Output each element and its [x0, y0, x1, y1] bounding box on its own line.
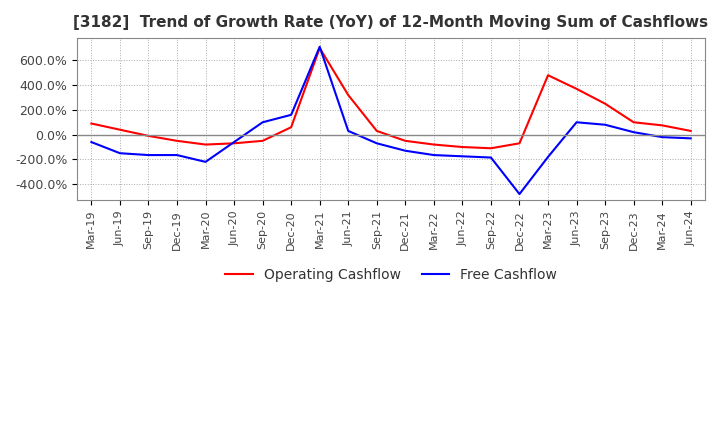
Free Cashflow: [487, 155, 495, 160]
Operating Cashflow: [87, 121, 96, 126]
Operating Cashflow: [344, 92, 353, 98]
Free Cashflow: [230, 139, 238, 145]
Line: Free Cashflow: Free Cashflow: [91, 47, 690, 194]
Free Cashflow: [287, 112, 295, 117]
Free Cashflow: [173, 152, 181, 158]
Free Cashflow: [572, 120, 581, 125]
Free Cashflow: [430, 152, 438, 158]
Operating Cashflow: [401, 138, 410, 143]
Legend: Operating Cashflow, Free Cashflow: Operating Cashflow, Free Cashflow: [220, 262, 563, 287]
Free Cashflow: [315, 44, 324, 49]
Free Cashflow: [116, 150, 125, 156]
Operating Cashflow: [658, 123, 667, 128]
Operating Cashflow: [116, 127, 125, 132]
Free Cashflow: [372, 141, 381, 146]
Free Cashflow: [144, 152, 153, 158]
Operating Cashflow: [430, 142, 438, 147]
Operating Cashflow: [516, 141, 524, 146]
Free Cashflow: [658, 135, 667, 140]
Operating Cashflow: [287, 125, 295, 130]
Free Cashflow: [686, 136, 695, 141]
Free Cashflow: [544, 154, 552, 160]
Free Cashflow: [401, 148, 410, 154]
Free Cashflow: [629, 129, 638, 135]
Operating Cashflow: [144, 133, 153, 139]
Free Cashflow: [344, 128, 353, 134]
Free Cashflow: [516, 191, 524, 197]
Free Cashflow: [258, 120, 267, 125]
Operating Cashflow: [258, 138, 267, 143]
Title: [3182]  Trend of Growth Rate (YoY) of 12-Month Moving Sum of Cashflows: [3182] Trend of Growth Rate (YoY) of 12-…: [73, 15, 708, 30]
Operating Cashflow: [230, 141, 238, 146]
Free Cashflow: [201, 159, 210, 165]
Operating Cashflow: [686, 128, 695, 134]
Operating Cashflow: [315, 45, 324, 51]
Operating Cashflow: [173, 138, 181, 143]
Free Cashflow: [600, 122, 609, 128]
Operating Cashflow: [458, 144, 467, 150]
Operating Cashflow: [629, 120, 638, 125]
Operating Cashflow: [544, 73, 552, 78]
Operating Cashflow: [487, 146, 495, 151]
Line: Operating Cashflow: Operating Cashflow: [91, 48, 690, 148]
Operating Cashflow: [201, 142, 210, 147]
Free Cashflow: [87, 139, 96, 145]
Operating Cashflow: [600, 101, 609, 106]
Free Cashflow: [458, 154, 467, 159]
Operating Cashflow: [372, 128, 381, 134]
Operating Cashflow: [572, 86, 581, 92]
